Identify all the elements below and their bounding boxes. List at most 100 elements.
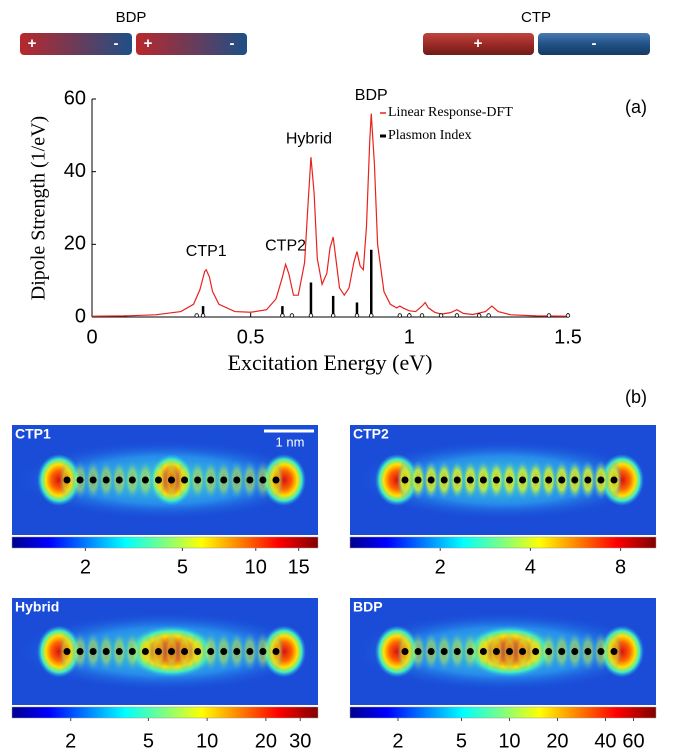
atom: [220, 476, 228, 484]
stem-base: [354, 313, 360, 318]
colorbar-tick-label: 2: [435, 556, 446, 578]
atom: [414, 648, 422, 655]
atom: [154, 476, 162, 484]
atom: [181, 476, 189, 484]
atom: [141, 648, 149, 655]
stem-base: [419, 313, 425, 318]
atom: [558, 476, 566, 484]
atom: [259, 476, 267, 484]
charge-sign: -: [114, 35, 119, 52]
map-image: [12, 425, 318, 535]
colorbar-tick-label: 5: [456, 730, 467, 752]
atom: [466, 648, 474, 655]
atom: [545, 648, 553, 655]
colorbar-tick-label: 10: [245, 556, 267, 578]
y-tick-label: 40: [64, 160, 86, 182]
atom: [194, 476, 202, 484]
peak-label: CTP2: [265, 238, 306, 255]
colorbar-tick-label: 15: [288, 556, 310, 578]
peak-label: BDP: [355, 87, 388, 104]
colorbar-tick-label: 40: [594, 730, 616, 752]
colorbar-tick-label: 60: [622, 730, 644, 752]
rod: [20, 33, 132, 55]
atom: [168, 648, 175, 655]
atom: [63, 476, 71, 484]
colorbar-tick-label: 5: [143, 730, 154, 752]
colorbar-tick-label: 10: [498, 730, 520, 752]
atom: [207, 648, 215, 655]
atom: [128, 648, 136, 655]
atom: [259, 648, 267, 655]
x-tick-label: 0.5: [237, 326, 265, 348]
atom: [453, 476, 461, 484]
maps: CTP1 1 nm 2 5 10 15 CTP2 2 4 8 Hybrid 2 5 10 20 30 BDP 2 5…: [11, 425, 657, 752]
panel-label: (b): [625, 387, 647, 407]
atom: [272, 476, 280, 484]
field-map: CTP2 2 4 8: [349, 425, 657, 578]
atom: [401, 648, 409, 655]
atom: [453, 648, 461, 655]
peak-label: Hybrid: [286, 130, 332, 147]
schematic: BDP CTP + - + - + -: [20, 9, 650, 55]
atom: [246, 648, 254, 655]
y-tick-label: 20: [64, 233, 86, 255]
stem-base: [476, 313, 482, 318]
atom: [610, 648, 618, 655]
stem-base: [369, 313, 374, 318]
stem-base: [289, 313, 295, 318]
atom: [506, 476, 513, 484]
atom: [584, 648, 592, 655]
atom: [558, 648, 566, 655]
atom: [532, 476, 540, 484]
map-title: CTP2: [353, 426, 389, 442]
atom: [492, 476, 500, 484]
field-map: CTP1 1 nm 2 5 10 15: [11, 425, 319, 578]
legend-label: Linear Response-DFT: [388, 105, 513, 120]
atom: [220, 648, 228, 655]
atom: [479, 648, 487, 655]
colorbar-tick-label: 30: [289, 730, 311, 752]
charge-sign: +: [28, 35, 37, 52]
schematic-title: BDP: [116, 9, 147, 26]
atom: [194, 648, 202, 655]
atom: [427, 476, 435, 484]
atom: [401, 476, 409, 484]
y-tick-label: 60: [64, 87, 86, 109]
colorbar-tick-label: 8: [615, 556, 626, 578]
atom: [272, 648, 280, 655]
x-tick-label: 1: [404, 326, 415, 348]
plot: 0 0.5 1 1.5 0 20 40 60 Excitation Energy (eV) Dip…: [28, 87, 582, 375]
colorbar-tick-label: 2: [65, 730, 76, 752]
colorbar: [349, 706, 657, 719]
colorbar-tick-label: 20: [546, 730, 568, 752]
y-axis-label: Dipole Strength (1/eV): [28, 116, 50, 300]
atom: [233, 648, 241, 655]
stem-base: [200, 313, 206, 318]
atom: [128, 476, 136, 484]
atom: [506, 648, 513, 655]
stem-base: [407, 313, 412, 318]
stem-base: [308, 313, 314, 318]
atom: [414, 476, 422, 484]
charge-sign: -: [230, 35, 235, 52]
x-tick-label: 0: [86, 326, 97, 348]
rod: [423, 33, 534, 55]
stem-base: [486, 313, 491, 318]
map-image: [350, 425, 656, 535]
charge-sign: -: [592, 35, 597, 52]
colorbar-tick-label: 10: [196, 730, 218, 752]
colorbar-tick-label: 20: [255, 730, 277, 752]
atom: [89, 648, 97, 655]
atom: [479, 476, 487, 484]
atom: [115, 648, 123, 655]
stem-base: [454, 313, 460, 318]
colorbar-tick-label: 2: [392, 730, 403, 752]
rod: [136, 33, 247, 55]
atom: [571, 476, 579, 484]
legend-label: Plasmon Index: [388, 128, 472, 143]
colorbar-tick-label: 5: [177, 556, 188, 578]
x-tick-label: 1.5: [554, 326, 582, 348]
map-image: [350, 598, 656, 705]
